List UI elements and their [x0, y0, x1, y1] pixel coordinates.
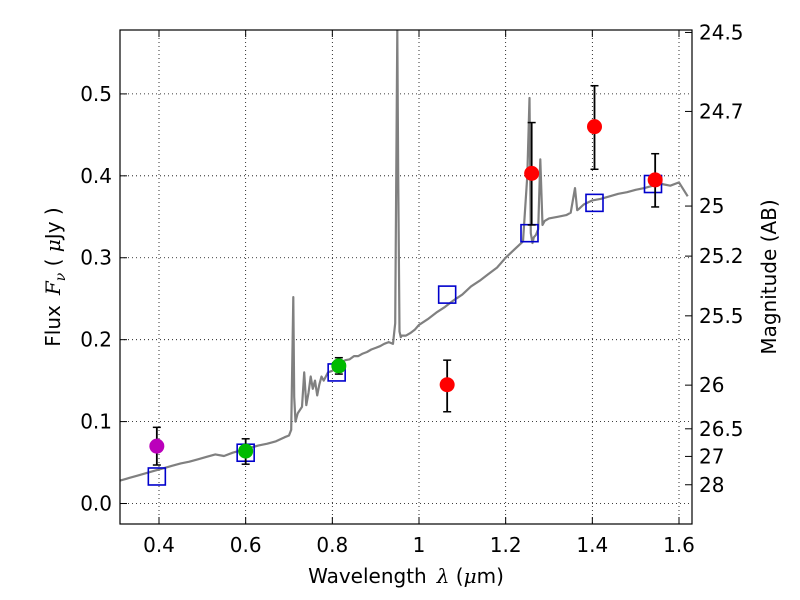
magnitude-tick-label: 26	[699, 373, 724, 397]
y-axis-label-unit-rest: Jy )	[41, 207, 65, 241]
observed-red-point	[439, 377, 455, 393]
magnitude-tick-label: 25.2	[699, 244, 744, 268]
y-axis-label-subscript: ν	[53, 272, 69, 281]
plot-frame	[119, 29, 693, 525]
magnitude-tick-label: 27	[699, 444, 724, 468]
magnitude-tick-label: 24.7	[699, 99, 744, 123]
y-tick-label: 0.1	[80, 410, 112, 434]
observed-magenta-point	[149, 438, 165, 454]
y-axis-label-unit-open: (	[41, 252, 65, 273]
magnitude-tick-label: 26.5	[699, 417, 744, 441]
model-photometry-square	[585, 193, 604, 213]
plot-area	[120, 30, 689, 486]
x-axis-label-prefix: Wavelength	[308, 564, 427, 588]
x-axis-label-symbol: λ	[436, 564, 450, 588]
x-tick-label: 0.6	[230, 533, 262, 557]
y-tick-label: 0.3	[80, 246, 112, 270]
observed-red-point	[647, 172, 663, 188]
x-axis-label-unit-open: (	[449, 564, 463, 588]
y-tick-label: 0.5	[80, 82, 112, 106]
x-tick-label: 1.2	[490, 533, 522, 557]
magnitude-tick-label: 25.5	[699, 304, 744, 328]
magnitude-tick-label: 25	[699, 194, 724, 218]
x-tick-label: 0.8	[316, 533, 348, 557]
x-axis-label-unit-rest: m)	[477, 564, 504, 588]
observed-red-point	[524, 165, 540, 181]
magnitude-tick-label: 24.5	[699, 20, 744, 44]
x-tick-label: 1.6	[663, 533, 695, 557]
observed-green-point	[331, 358, 347, 374]
y-axis-label: Flux Fν ( μJy )	[41, 207, 69, 346]
plot-background	[120, 30, 692, 524]
model-photometry-square	[147, 467, 167, 486]
y-axis-label-unit-mu: μ	[41, 239, 65, 252]
x-tick-label: 0.4	[143, 533, 175, 557]
model-photometry-square	[437, 285, 457, 304]
y-axis-label-prefix: Flux	[41, 305, 65, 347]
x-axis-label: Wavelength λ (μm)	[308, 564, 504, 588]
y-tick-label: 0.0	[80, 492, 112, 516]
y-tick-label: 0.4	[80, 164, 112, 188]
observed-green-point	[238, 443, 254, 459]
x-tick-label: 1.4	[576, 533, 608, 557]
magnitude-tick-label: 28	[699, 473, 724, 497]
x-axis-label-unit-mu: μ	[464, 564, 477, 588]
y2-axis-label: Magnitude (AB)	[757, 199, 781, 354]
observed-red-point	[587, 119, 602, 135]
model-sed-line	[120, 30, 689, 482]
x-tick-label: 1	[413, 533, 426, 557]
y-tick-label: 0.2	[80, 328, 112, 352]
y-axis-label-symbol: F	[41, 280, 65, 296]
axes: 0.4 0.6 0.8 1 1.2 1.4 1.6 0.0 0.1 0.2 0.3 0.4 0.5 24.…	[80, 20, 743, 557]
grid-lines	[120, 30, 692, 524]
